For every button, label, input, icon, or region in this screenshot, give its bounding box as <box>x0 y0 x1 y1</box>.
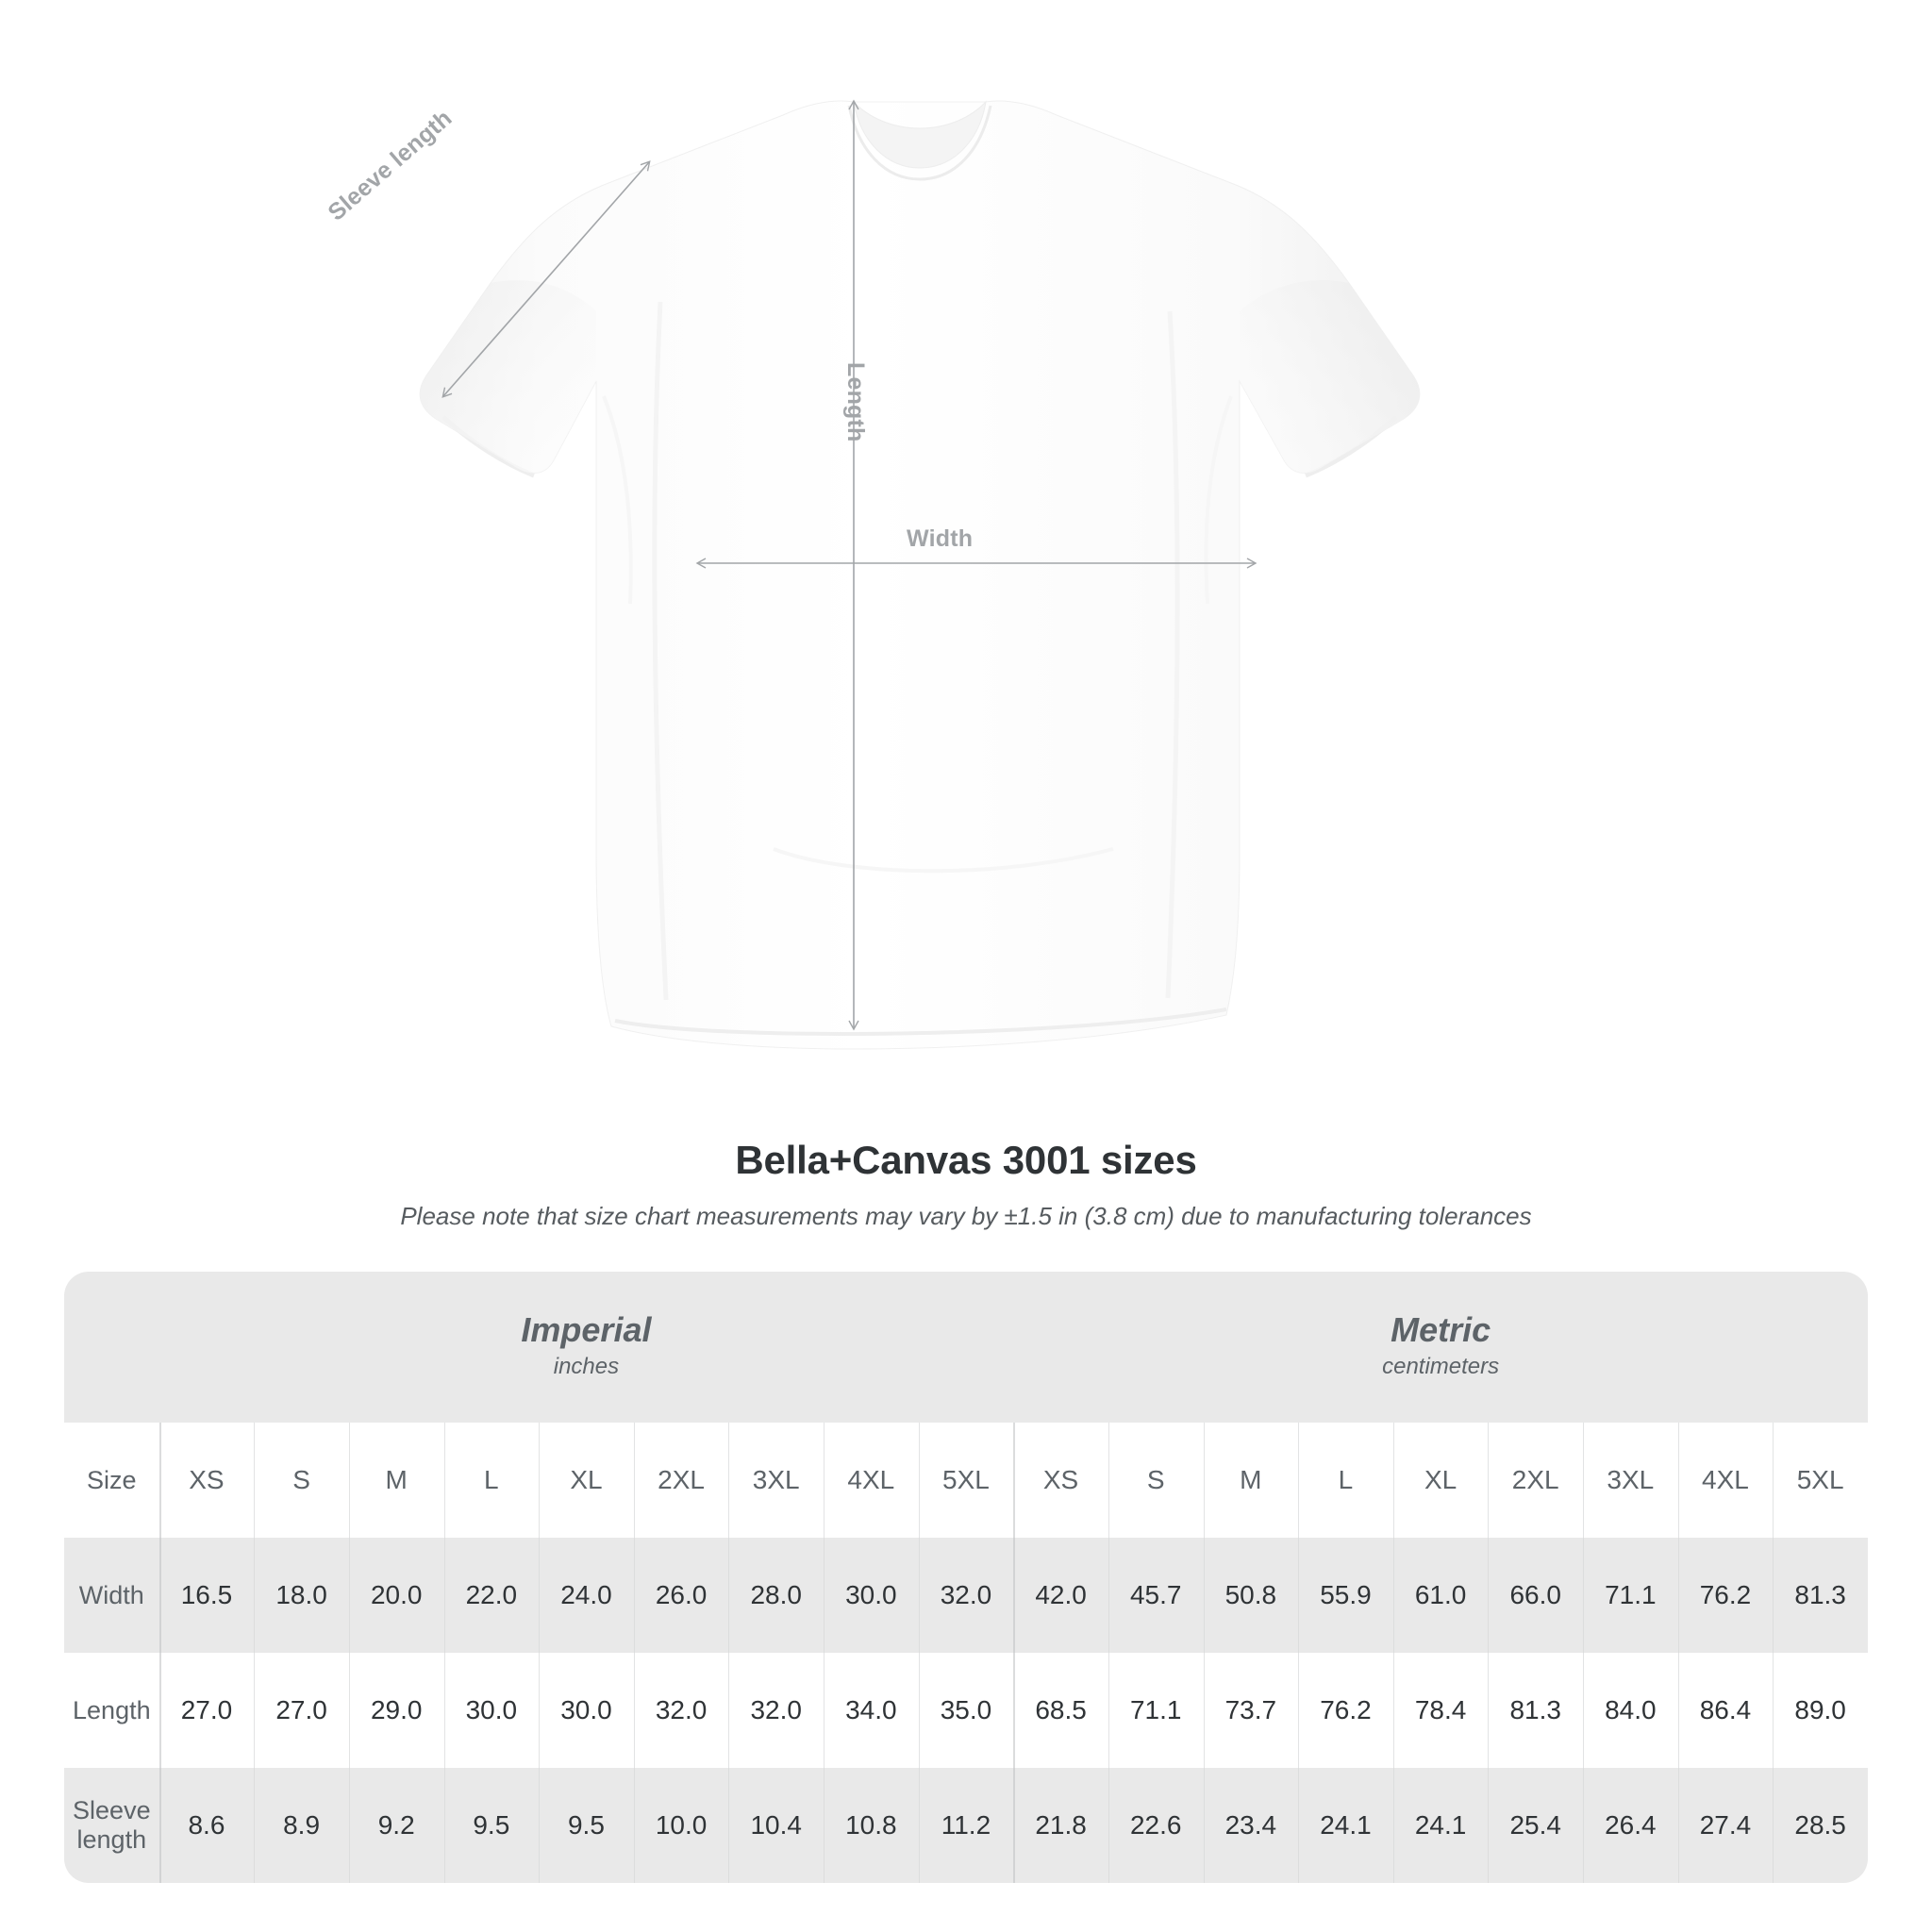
cell-width-imperial-2xl: 26.0 <box>633 1538 729 1653</box>
cell-sleeve-length-imperial-3xl: 10.4 <box>728 1768 824 1883</box>
length-label: Length <box>842 362 869 442</box>
cell-sleeve-length-metric-3xl: 26.4 <box>1583 1768 1678 1883</box>
tshirt-illustration <box>419 99 1421 1050</box>
cell-width-imperial-5xl: 32.0 <box>918 1538 1014 1653</box>
size-header-cell-imperial-xs: XS <box>158 1423 255 1538</box>
size-header-cell-imperial-5xl: 5XL <box>918 1423 1014 1538</box>
cell-width-imperial-xl: 24.0 <box>539 1538 634 1653</box>
cell-width-metric-4xl: 76.2 <box>1677 1538 1774 1653</box>
cell-sleeve-length-metric-s: 22.6 <box>1108 1768 1204 1883</box>
size-header-cell-imperial-l: L <box>443 1423 540 1538</box>
cell-width-metric-3xl: 71.1 <box>1583 1538 1678 1653</box>
cell-width-metric-m: 50.8 <box>1203 1538 1299 1653</box>
cell-sleeve-length-imperial-xl: 9.5 <box>539 1768 634 1883</box>
row-label-width: Width <box>64 1538 159 1653</box>
cell-length-metric-xl: 78.4 <box>1392 1653 1489 1768</box>
cell-width-imperial-m: 20.0 <box>348 1538 444 1653</box>
cell-sleeve-length-imperial-l: 9.5 <box>443 1768 540 1883</box>
page-subtitle: Please note that size chart measurements… <box>400 1202 1532 1230</box>
cell-length-metric-m: 73.7 <box>1203 1653 1299 1768</box>
cell-length-imperial-3xl: 32.0 <box>728 1653 824 1768</box>
cell-sleeve-length-metric-xl: 24.1 <box>1392 1768 1489 1883</box>
size-header-row: Size XS S M L XL 2XL 3XL 4XL 5XL XS S M L XL 2XL 3XL 4XL 5… <box>64 1423 1868 1538</box>
cell-sleeve-length-imperial-s: 8.9 <box>254 1768 349 1883</box>
cell-length-metric-s: 71.1 <box>1108 1653 1204 1768</box>
shirt-silhouette <box>419 100 1421 1050</box>
cell-sleeve-length-imperial-5xl: 11.2 <box>918 1768 1014 1883</box>
size-header-cell-metric-s: S <box>1108 1423 1204 1538</box>
cell-sleeve-length-metric-4xl: 27.4 <box>1677 1768 1774 1883</box>
cell-sleeve-length-metric-2xl: 25.4 <box>1488 1768 1583 1883</box>
size-header-cell-imperial-xl: XL <box>539 1423 634 1538</box>
cell-width-metric-xs: 42.0 <box>1013 1538 1108 1653</box>
cell-sleeve-length-imperial-2xl: 10.0 <box>633 1768 729 1883</box>
unit-header-metric: Metric centimeters <box>1013 1272 1868 1423</box>
cell-width-imperial-4xl: 30.0 <box>824 1538 919 1653</box>
cell-width-metric-l: 55.9 <box>1298 1538 1393 1653</box>
cell-length-imperial-l: 30.0 <box>443 1653 540 1768</box>
unit-name: Metric <box>1391 1310 1491 1350</box>
cell-width-imperial-xs: 16.5 <box>158 1538 255 1653</box>
size-corner-label: Size <box>64 1423 159 1538</box>
cell-length-imperial-xs: 27.0 <box>158 1653 255 1768</box>
cell-sleeve-length-metric-5xl: 28.5 <box>1773 1768 1868 1883</box>
cell-length-imperial-4xl: 34.0 <box>824 1653 919 1768</box>
size-header-cell-imperial-3xl: 3XL <box>728 1423 824 1538</box>
width-label: Width <box>907 525 974 552</box>
size-header-cell-imperial-m: M <box>348 1423 444 1538</box>
cell-length-imperial-xl: 30.0 <box>539 1653 634 1768</box>
row-label-sleeve-length: Sleeve length <box>64 1768 159 1883</box>
size-header-cell-metric-m: M <box>1203 1423 1299 1538</box>
unit-header-imperial: Imperial inches <box>158 1272 1014 1423</box>
cell-length-imperial-s: 27.0 <box>254 1653 349 1768</box>
size-header-cell-imperial-2xl: 2XL <box>633 1423 729 1538</box>
cell-width-imperial-l: 22.0 <box>443 1538 540 1653</box>
sleeve-length-measure-line <box>441 160 651 398</box>
size-header-cell-metric-5xl: 5XL <box>1773 1423 1868 1538</box>
cell-width-metric-2xl: 66.0 <box>1488 1538 1583 1653</box>
cell-width-metric-s: 45.7 <box>1108 1538 1204 1653</box>
cell-sleeve-length-imperial-4xl: 10.8 <box>824 1768 919 1883</box>
table-row: Sleeve length 8.6 8.9 9.2 9.5 9.5 10.0 10.4 10.8… <box>64 1768 1868 1883</box>
unit-subtitle: inches <box>553 1353 620 1379</box>
size-header-cell-metric-3xl: 3XL <box>1583 1423 1678 1538</box>
size-header-cell-metric-4xl: 4XL <box>1677 1423 1774 1538</box>
cell-length-metric-5xl: 89.0 <box>1773 1653 1868 1768</box>
unit-subtitle: centimeters <box>1382 1353 1500 1379</box>
cell-length-imperial-2xl: 32.0 <box>633 1653 729 1768</box>
cell-sleeve-length-metric-l: 24.1 <box>1298 1768 1393 1883</box>
table-row: Length 27.0 27.0 29.0 30.0 30.0 32.0 32.0 34.0 35… <box>64 1653 1868 1768</box>
size-table: Imperial inches Metric centimeters Size XS S M L… <box>64 1272 1868 1883</box>
unit-header-row: Imperial inches Metric centimeters <box>64 1272 1868 1423</box>
size-header-cell-imperial-4xl: 4XL <box>824 1423 919 1538</box>
cell-sleeve-length-metric-m: 23.4 <box>1203 1768 1299 1883</box>
size-table-container: Imperial inches Metric centimeters Size XS S M L… <box>64 1272 1868 1883</box>
size-header-cell-metric-xs: XS <box>1013 1423 1108 1538</box>
cell-width-metric-5xl: 81.3 <box>1773 1538 1868 1653</box>
table-row: Width 16.5 18.0 20.0 22.0 24.0 26.0 28.0 30.0 32.… <box>64 1538 1868 1653</box>
page-title: Bella+Canvas 3001 sizes <box>735 1138 1197 1182</box>
size-header-cell-metric-xl: XL <box>1392 1423 1489 1538</box>
cell-length-metric-l: 76.2 <box>1298 1653 1393 1768</box>
row-label-length: Length <box>64 1653 159 1768</box>
cell-sleeve-length-imperial-m: 9.2 <box>348 1768 444 1883</box>
cell-width-metric-xl: 61.0 <box>1392 1538 1489 1653</box>
size-header-cell-metric-l: L <box>1298 1423 1393 1538</box>
tshirt-diagram: Sleeve length Length Width <box>323 99 1421 1050</box>
size-header-cell-imperial-s: S <box>254 1423 349 1538</box>
cell-length-metric-2xl: 81.3 <box>1488 1653 1583 1768</box>
cell-length-imperial-m: 29.0 <box>348 1653 444 1768</box>
cell-length-metric-xs: 68.5 <box>1013 1653 1108 1768</box>
cell-length-imperial-5xl: 35.0 <box>918 1653 1014 1768</box>
cell-length-metric-4xl: 86.4 <box>1677 1653 1774 1768</box>
unit-name: Imperial <box>521 1310 652 1350</box>
cell-sleeve-length-metric-xs: 21.8 <box>1013 1768 1108 1883</box>
cell-width-imperial-s: 18.0 <box>254 1538 349 1653</box>
size-header-cell-metric-2xl: 2XL <box>1488 1423 1583 1538</box>
cell-width-imperial-3xl: 28.0 <box>728 1538 824 1653</box>
cell-length-metric-3xl: 84.0 <box>1583 1653 1678 1768</box>
unit-header-spacer <box>64 1272 159 1423</box>
cell-sleeve-length-imperial-xs: 8.6 <box>158 1768 255 1883</box>
